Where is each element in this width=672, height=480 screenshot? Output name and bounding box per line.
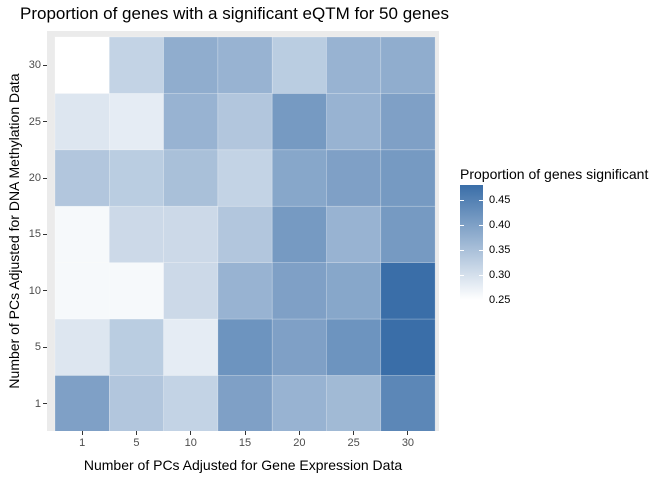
heatmap-cell xyxy=(271,149,327,207)
heatmap-cell xyxy=(326,36,382,94)
x-tick-mark xyxy=(353,431,355,435)
heatmap-cell xyxy=(271,205,327,263)
heatmap-cell xyxy=(380,36,436,94)
x-tick-label: 30 xyxy=(401,437,415,449)
legend-tick-mark xyxy=(460,299,464,301)
legend-title: Proportion of genes significant xyxy=(460,166,649,182)
heatmap-cell xyxy=(163,149,219,207)
y-tick-label: 25 xyxy=(28,115,41,128)
legend-colorbar xyxy=(460,185,483,300)
legend-tick-label: 0.45 xyxy=(489,194,511,206)
heatmap-cell xyxy=(326,205,382,263)
heatmap-cell xyxy=(108,262,164,320)
legend-tick-label: 0.25 xyxy=(489,294,511,306)
legend-tick-label: 0.40 xyxy=(489,219,511,231)
heatmap-cell xyxy=(163,205,219,263)
x-tick-mark xyxy=(298,431,300,435)
y-tick-mark xyxy=(43,121,47,123)
x-tick-mark xyxy=(244,431,246,435)
y-tick-mark xyxy=(43,64,47,66)
heatmap-cell xyxy=(163,262,219,320)
heatmap-cell xyxy=(217,262,273,320)
heatmap-cell xyxy=(163,36,219,94)
heatmap-cell xyxy=(380,205,436,263)
heatmap-cell xyxy=(271,262,327,320)
y-tick-mark xyxy=(43,233,47,235)
legend-tick-label: 0.30 xyxy=(489,269,511,281)
x-tick-label: 25 xyxy=(347,437,360,449)
legend-tick-mark xyxy=(460,249,464,251)
heatmap-cell xyxy=(271,36,327,94)
chart-title: Proportion of genes with a significant e… xyxy=(20,4,450,23)
heatmap-cell xyxy=(217,205,273,263)
heatmap-cell xyxy=(326,318,382,376)
legend-tick-mark xyxy=(460,199,464,201)
heatmap-cell xyxy=(108,149,164,207)
heatmap-cell xyxy=(217,93,273,151)
y-tick-mark xyxy=(43,403,47,405)
heatmap-cell xyxy=(271,318,327,376)
heatmap-cell xyxy=(54,262,110,320)
y-tick-label: 5 xyxy=(34,341,41,354)
x-tick-mark xyxy=(407,431,409,435)
heatmap-cell xyxy=(326,375,382,433)
x-tick-label: 10 xyxy=(184,437,197,449)
heatmap-cell xyxy=(380,262,436,320)
legend-tick-mark xyxy=(479,249,483,251)
heatmap-panel xyxy=(47,31,439,433)
legend-tick-mark xyxy=(460,274,464,276)
legend-tick-mark xyxy=(479,199,483,201)
legend-tick-mark xyxy=(479,274,483,276)
legend-tick-mark xyxy=(479,299,483,301)
y-tick-label: 30 xyxy=(28,59,41,72)
y-axis-label: Number of PCs Adjusted for DNA Methylati… xyxy=(6,73,22,389)
heatmap-cell xyxy=(54,375,110,433)
heatmap-cell xyxy=(108,93,164,151)
x-tick-label: 20 xyxy=(293,437,306,449)
heatmap-cell xyxy=(108,36,164,94)
legend-tick-label: 0.35 xyxy=(489,244,511,256)
legend-tick-mark xyxy=(460,224,464,226)
heatmap-cell xyxy=(217,318,273,376)
heatmap-cell xyxy=(54,318,110,376)
y-tick-label: 10 xyxy=(28,284,41,297)
heatmap-cell xyxy=(380,375,436,433)
heatmap-svg xyxy=(54,36,436,433)
y-tick-mark xyxy=(43,290,47,292)
heatmap-cell xyxy=(271,375,327,433)
x-tick-label: 1 xyxy=(79,437,86,449)
heatmap-cell xyxy=(326,149,382,207)
heatmap-cell xyxy=(54,149,110,207)
heatmap-cell xyxy=(326,262,382,320)
heatmap-cell xyxy=(380,93,436,151)
x-tick-mark xyxy=(190,431,192,435)
x-tick-mark xyxy=(81,431,83,435)
heatmap-cell xyxy=(54,205,110,263)
y-tick-label: 15 xyxy=(28,228,41,241)
heatmap-cell xyxy=(163,375,219,433)
heatmap-cell xyxy=(380,318,436,376)
heatmap-cell xyxy=(271,93,327,151)
x-axis-label: Number of PCs Adjusted for Gene Expressi… xyxy=(83,457,403,473)
heatmap-cell xyxy=(54,93,110,151)
x-tick-label: 15 xyxy=(238,437,252,449)
x-tick-mark xyxy=(135,431,137,435)
y-tick-mark xyxy=(43,177,47,179)
heatmap-cell xyxy=(217,375,273,433)
x-tick-label: 5 xyxy=(133,437,140,449)
y-tick-mark xyxy=(43,346,47,348)
heatmap-cell xyxy=(163,93,219,151)
heatmap-cell xyxy=(217,149,273,207)
heatmap-cell xyxy=(326,93,382,151)
heatmap-cell xyxy=(54,36,110,94)
heatmap-cell xyxy=(108,375,164,433)
heatmap-cell xyxy=(108,318,164,376)
y-tick-label: 1 xyxy=(34,397,41,410)
legend-tick-mark xyxy=(479,224,483,226)
y-tick-label: 20 xyxy=(28,172,41,184)
heatmap-cell xyxy=(163,318,219,376)
heatmap-cell xyxy=(217,36,273,94)
heatmap-cell xyxy=(108,205,164,263)
heatmap-cell xyxy=(380,149,436,207)
